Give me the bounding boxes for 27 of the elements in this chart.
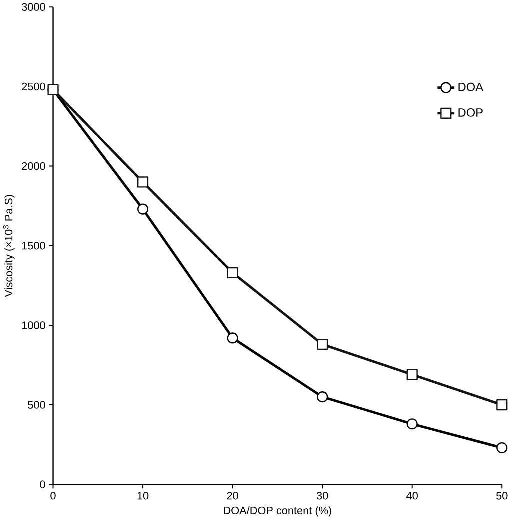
point bbox=[227, 332, 238, 344]
x-tick-label: 10 bbox=[138, 492, 148, 500]
y-axis-title: Viscosity (×10$^{3}$ Pa.S) bbox=[3, 195, 15, 298]
legend-label: DOP bbox=[458, 108, 483, 117]
point bbox=[496, 399, 508, 411]
point bbox=[227, 267, 238, 278]
point bbox=[496, 442, 508, 454]
point bbox=[137, 176, 148, 188]
y-tick-label: 1000 bbox=[22, 322, 46, 330]
x-tick-label: 20 bbox=[227, 492, 238, 500]
x-tick-label: 50 bbox=[496, 492, 508, 500]
point bbox=[316, 339, 328, 350]
y-tick-label: 0 bbox=[40, 480, 46, 488]
y-tick-label: 3000 bbox=[22, 3, 46, 11]
point bbox=[316, 392, 328, 403]
point bbox=[406, 418, 418, 430]
point bbox=[406, 369, 418, 380]
y-tick-label: 2000 bbox=[22, 162, 46, 170]
x-tick-label: 40 bbox=[406, 492, 418, 500]
x-tick-label: 30 bbox=[316, 492, 328, 500]
y-tick-label: 1500 bbox=[22, 242, 46, 250]
legend-label: DOA bbox=[458, 82, 484, 92]
x-axis-title: DOA/DOP content (%) bbox=[224, 506, 332, 517]
x-tick-label: 0 bbox=[50, 492, 56, 500]
y-tick-label: 500 bbox=[28, 401, 46, 409]
point bbox=[137, 204, 148, 215]
y-tick-label: 2500 bbox=[22, 82, 46, 91]
